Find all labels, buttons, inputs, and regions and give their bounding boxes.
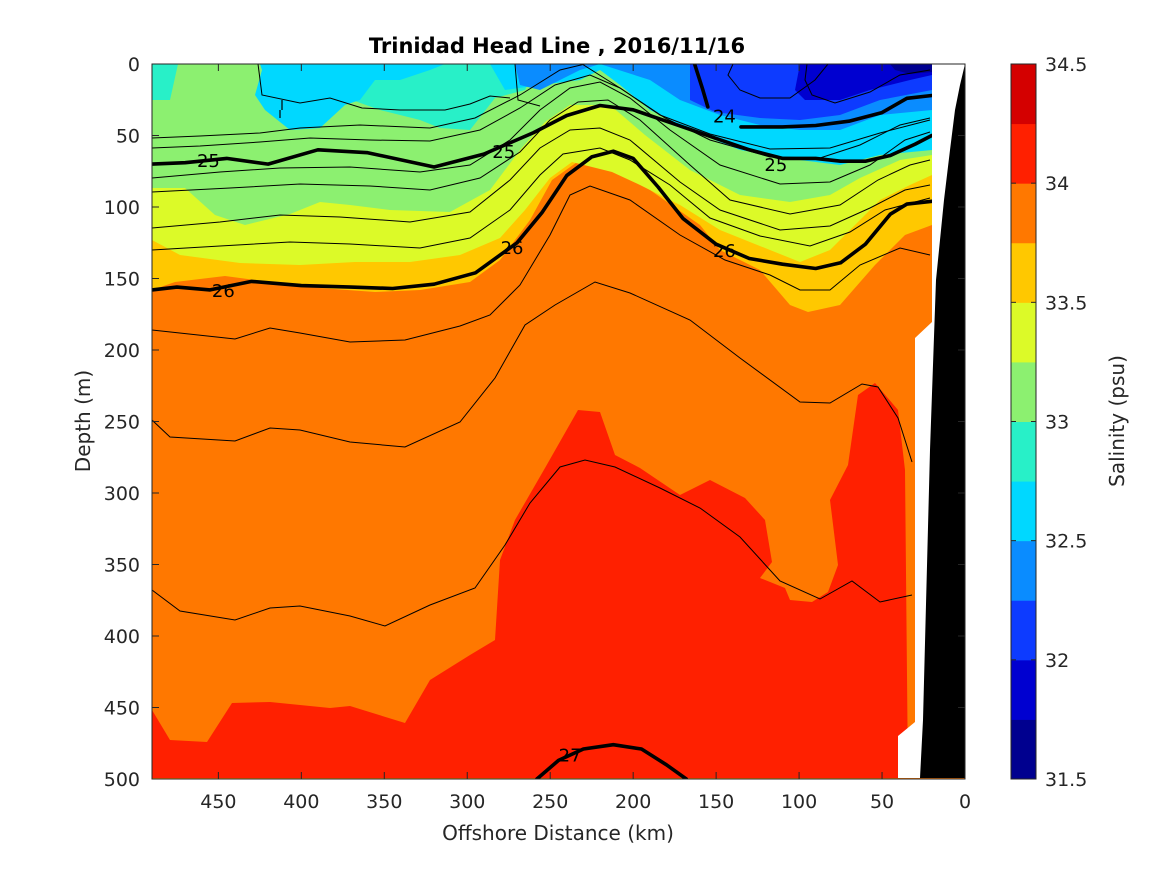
colorbar-swatch bbox=[1011, 659, 1036, 720]
y-axis-label: Depth (m) bbox=[71, 370, 95, 472]
colorbar-swatch bbox=[1011, 242, 1036, 303]
colorbar-tick-label: 32 bbox=[1045, 650, 1069, 672]
colorbar-swatch bbox=[1011, 481, 1036, 542]
x-axis: 450 400 350 300 250 200 150 100 50 0 bbox=[200, 64, 971, 813]
x-tick-label: 250 bbox=[532, 791, 568, 813]
colorbar-tick-label: 32.5 bbox=[1045, 531, 1087, 553]
contour-label: 25 bbox=[197, 151, 220, 172]
colorbar-swatch bbox=[1011, 540, 1036, 601]
x-tick-label: 50 bbox=[870, 791, 894, 813]
colorbar-frame bbox=[1010, 63, 1037, 780]
contour-label: 27 bbox=[559, 746, 582, 767]
y-tick-label: 300 bbox=[104, 483, 140, 505]
colorbar-swatch bbox=[1011, 183, 1036, 244]
colorbar-label: Salinity (psu) bbox=[1105, 355, 1129, 487]
colorbar-swatch bbox=[1011, 123, 1036, 184]
y-tick-label: 100 bbox=[104, 197, 140, 219]
thin-isopycnals bbox=[152, 64, 931, 627]
contour-label-text: 25 bbox=[492, 142, 515, 163]
colorbar-tick-label: 34.5 bbox=[1045, 54, 1087, 76]
contour-label: 24 bbox=[713, 106, 736, 127]
plot-area: 24 25 25 25 26 26 26 27 bbox=[152, 64, 965, 779]
y-tick-label: 500 bbox=[104, 769, 140, 791]
y-tick-label: 150 bbox=[104, 269, 140, 291]
contour-label: 26 bbox=[501, 238, 524, 259]
contour-label: 26 bbox=[713, 241, 736, 262]
chart-title: Trinidad Head Line , 2016/11/16 bbox=[369, 34, 745, 58]
colorbar-swatch bbox=[1011, 64, 1036, 125]
y-tick-label: 250 bbox=[104, 412, 140, 434]
isopycnal-26-line bbox=[152, 149, 934, 292]
colorbar-tick-label: 34 bbox=[1045, 173, 1069, 195]
contour-label: 25 bbox=[764, 155, 787, 176]
contour-label-text: 26 bbox=[713, 241, 736, 262]
x-tick-label: 150 bbox=[698, 791, 734, 813]
x-tick-label: 450 bbox=[200, 791, 236, 813]
isopycnal-24-line bbox=[739, 93, 934, 129]
salinity-region-darkblue bbox=[795, 64, 932, 100]
colorbar-swatch bbox=[1011, 302, 1036, 363]
colorbar-swatch bbox=[1011, 600, 1036, 661]
y-tick-label: 0 bbox=[128, 54, 140, 76]
colorbar-swatch bbox=[1011, 361, 1036, 422]
x-tick-label: 350 bbox=[366, 791, 402, 813]
contour-label-text: 25 bbox=[197, 151, 220, 172]
seafloor-bathymetry bbox=[920, 64, 965, 778]
colorbar-tick-label: 31.5 bbox=[1045, 769, 1087, 791]
contour-label-text: 27 bbox=[559, 746, 582, 767]
x-tick-label: 100 bbox=[781, 791, 817, 813]
colorbar-swatch bbox=[1011, 421, 1036, 482]
y-tick-label: 450 bbox=[104, 698, 140, 720]
bold-isopycnals bbox=[152, 64, 934, 779]
x-tick-label: 300 bbox=[449, 791, 485, 813]
isopycnal-25-line bbox=[152, 103, 934, 169]
isopycnal-27-line bbox=[535, 742, 689, 779]
contour-label: 25 bbox=[492, 142, 515, 163]
salinity-region-deep-high bbox=[152, 383, 908, 778]
x-tick-label: 200 bbox=[615, 791, 651, 813]
contour-label: 26 bbox=[212, 281, 235, 302]
contour-label-text: 26 bbox=[212, 281, 235, 302]
y-tick-label: 200 bbox=[104, 340, 140, 362]
y-tick-label: 350 bbox=[104, 555, 140, 577]
x-axis-label: Offshore Distance (km) bbox=[442, 821, 674, 845]
y-axis: 0 50 100 150 200 250 300 350 400 450 500 bbox=[104, 54, 965, 791]
x-tick-label: 400 bbox=[283, 791, 319, 813]
colorbar: 31.5 32 32.5 33 33.5 34 34.5 bbox=[1011, 54, 1087, 791]
colorbar-tick-label: 33.5 bbox=[1045, 292, 1087, 314]
contour-label-text: 25 bbox=[764, 155, 787, 176]
y-tick-label: 400 bbox=[104, 626, 140, 648]
colorbar-tick-label: 33 bbox=[1045, 412, 1069, 434]
isopycnal-24-line bbox=[692, 64, 710, 109]
x-tick-label: 0 bbox=[959, 791, 971, 813]
colorbar-swatch bbox=[1011, 719, 1036, 780]
contour-labels: 24 25 25 25 26 26 26 27 bbox=[197, 106, 787, 767]
y-tick-label: 50 bbox=[116, 126, 140, 148]
contour-label-text: 24 bbox=[713, 106, 736, 127]
contour-label-text: 26 bbox=[501, 238, 524, 259]
